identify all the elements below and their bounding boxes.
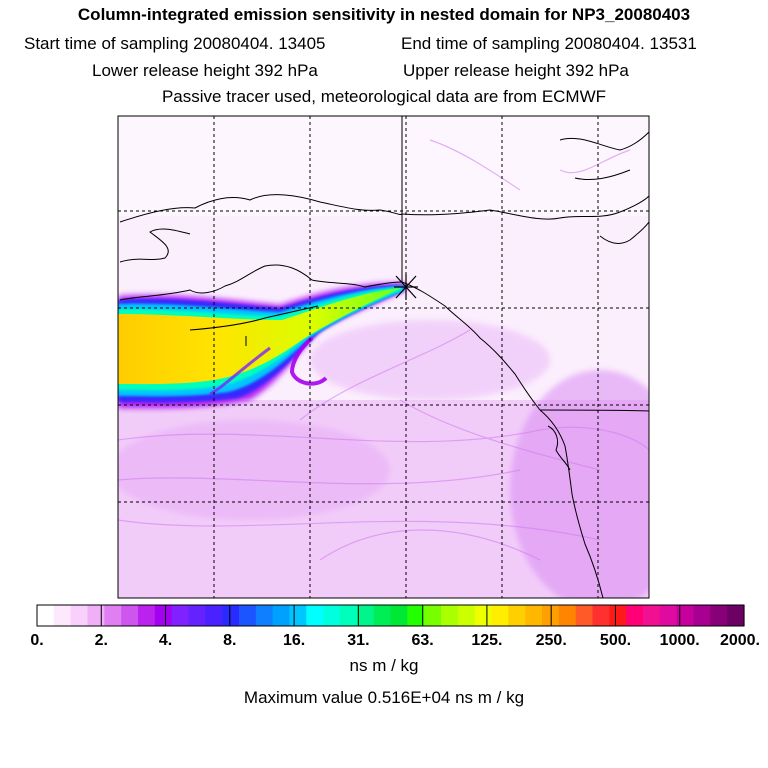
colorbar-tick-label: 8. bbox=[223, 632, 236, 649]
colorbar-unit-label: ns m / kg bbox=[349, 656, 419, 675]
faint-streaks bbox=[118, 139, 649, 561]
colorbar-tick-label: 250. bbox=[536, 632, 567, 649]
tracer-info-label: Passive tracer used, meteorological data… bbox=[161, 87, 607, 106]
graticule bbox=[118, 116, 649, 598]
map-frame bbox=[117, 115, 650, 599]
max-value-label: Maximum value 0.516E+04 ns m / kg bbox=[243, 688, 525, 707]
colorbar-tick-label: 1000. bbox=[660, 632, 700, 649]
colorbar-tick-label: 2000. bbox=[720, 632, 760, 649]
colorbar-tick-label: 500. bbox=[600, 632, 631, 649]
release-point-marker bbox=[394, 274, 418, 300]
colorbar-tick-label: 4. bbox=[159, 632, 172, 649]
lower-release-label: Lower release height 392 hPa bbox=[92, 61, 318, 80]
end-time-label: End time of sampling 20080404. 13531 bbox=[401, 34, 697, 53]
colorbar-tick-label: 63. bbox=[411, 632, 433, 649]
colorbar-tick-label: 16. bbox=[283, 632, 305, 649]
colorbar-tick-labels: 0. 2. 4. 8. 16. 31. 63. 125. 250. 500. 1000. 2000. bbox=[30, 632, 760, 649]
colorbar-tick-label: 31. bbox=[347, 632, 369, 649]
colorbar-tick-label: 2. bbox=[95, 632, 108, 649]
colorbar-tick-label: 0. bbox=[30, 632, 43, 649]
start-time-label: Start time of sampling 20080404. 13405 bbox=[24, 34, 326, 53]
plume-core bbox=[118, 288, 401, 385]
sensitivity-map bbox=[117, 115, 650, 599]
upper-release-label: Upper release height 392 hPa bbox=[403, 61, 629, 80]
colorbar-tick-label: 125. bbox=[471, 632, 502, 649]
coastlines bbox=[119, 116, 649, 598]
chart-title: Column-integrated emission sensitivity i… bbox=[77, 5, 691, 24]
